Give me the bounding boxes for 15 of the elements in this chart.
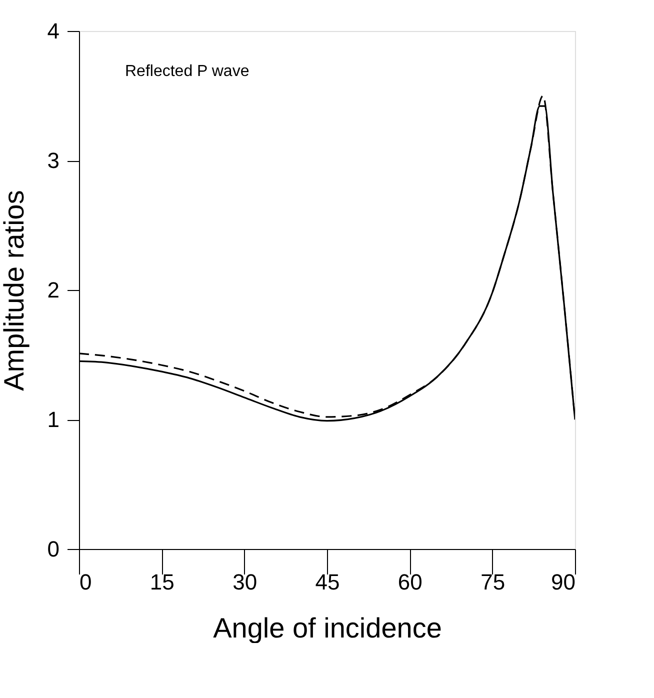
x-tick-label: 15 xyxy=(150,570,174,594)
y-axis-title: Amplitude ratios xyxy=(0,190,30,391)
x-tick-label: 45 xyxy=(315,570,340,594)
x-tick-label: 30 xyxy=(232,570,258,594)
x-tick-label: 75 xyxy=(480,570,506,594)
x-tick-label: 0 xyxy=(80,570,92,594)
annotation: Reflected P wave xyxy=(125,63,250,80)
x-tick-label: 60 xyxy=(398,570,422,594)
x-tick-label: 90 xyxy=(551,570,576,594)
x-axis-title: Angle of incidence xyxy=(213,612,442,644)
y-tick-label: 4 xyxy=(47,18,60,44)
y-tick-label: 1 xyxy=(47,407,60,432)
y-tick-label: 0 xyxy=(47,536,60,562)
y-tick-label: 2 xyxy=(47,278,60,302)
y-tick-label: 3 xyxy=(47,148,60,173)
